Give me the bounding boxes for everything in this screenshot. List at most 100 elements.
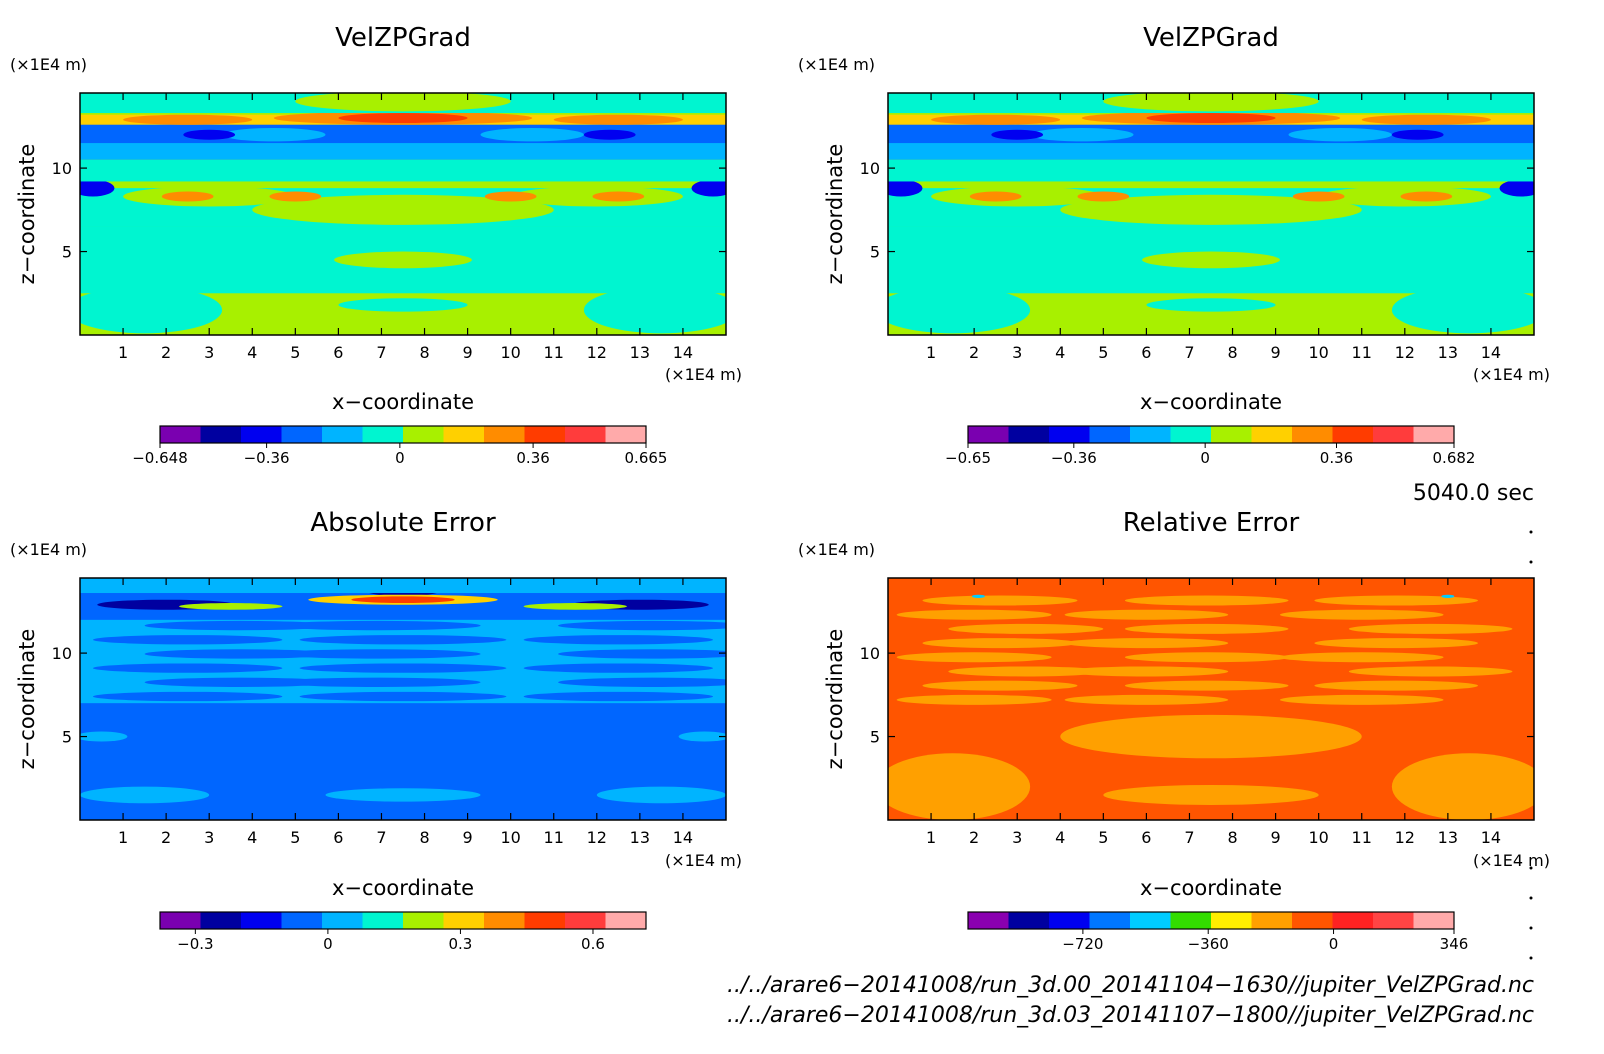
colorbar-tick-label: 0.6 bbox=[581, 935, 605, 953]
x-tick-label: 12 bbox=[587, 343, 607, 362]
contour-blob bbox=[295, 93, 511, 112]
contour-blob bbox=[80, 731, 128, 742]
contour-blob bbox=[222, 128, 326, 142]
x-tick-label: 11 bbox=[544, 828, 564, 847]
x-tick-label: 7 bbox=[1184, 343, 1194, 362]
contour-band bbox=[80, 578, 726, 594]
x-ticks: 1 2 3 4 5 6 7 8 9 10 11 12 13 14 bbox=[118, 93, 693, 362]
x-tick-label: 7 bbox=[376, 828, 386, 847]
x-tick-label: 3 bbox=[1012, 343, 1022, 362]
y-tick-label: 10 bbox=[860, 159, 880, 178]
y-tick-label: 5 bbox=[62, 243, 72, 262]
colorbar-segment bbox=[322, 912, 363, 929]
colorbar-segment bbox=[1130, 426, 1171, 443]
contour-blob bbox=[1279, 652, 1444, 663]
colorbar-segment bbox=[1049, 912, 1090, 929]
x-tick-label: 14 bbox=[673, 343, 693, 362]
colorbar-frame bbox=[159, 911, 647, 930]
colorbar-tick-label: 0.36 bbox=[516, 449, 549, 467]
panel-title: Absolute Error bbox=[310, 508, 496, 538]
colorbar-segment bbox=[160, 912, 201, 929]
colorbar-tick-label: −0.3 bbox=[177, 935, 213, 953]
contour-blob bbox=[558, 677, 726, 687]
x-tick-label: 6 bbox=[333, 828, 343, 847]
x-tick-label: 1 bbox=[926, 828, 936, 847]
contour-blob bbox=[1361, 114, 1491, 125]
colorbar-segment bbox=[1130, 912, 1171, 929]
colorbar-segment bbox=[200, 426, 242, 443]
colorbar-segment bbox=[1211, 912, 1252, 929]
y-axis-label: z−coordinate bbox=[823, 629, 847, 770]
contour-blob bbox=[1279, 694, 1444, 705]
contour-blob bbox=[1391, 129, 1444, 140]
contour-blob bbox=[523, 691, 714, 702]
contour-blob bbox=[299, 663, 507, 673]
contour-blob bbox=[969, 191, 1022, 202]
x-tick-label: 11 bbox=[544, 343, 564, 362]
colorbar: −0.648 −0.36 0 0.36 0.665 bbox=[132, 425, 667, 467]
colorbar-segment bbox=[1089, 426, 1131, 443]
x-tick-label: 9 bbox=[1271, 343, 1281, 362]
x-ticks: 1 2 3 4 5 6 7 8 9 10 11 12 13 14 bbox=[118, 578, 693, 847]
x-tick-label: 13 bbox=[1438, 343, 1458, 362]
contour-blob bbox=[1077, 191, 1130, 202]
x-ticks: 1 2 3 4 5 6 7 8 9 10 11 12 13 14 bbox=[926, 578, 1501, 847]
contour-blob bbox=[1124, 680, 1289, 691]
colorbar-segment bbox=[1413, 426, 1455, 443]
contour-blob bbox=[273, 677, 481, 687]
contour-blob bbox=[484, 191, 537, 202]
contour-blob bbox=[948, 623, 1104, 634]
colorbar-segment bbox=[1211, 426, 1252, 443]
plot-frame bbox=[79, 92, 727, 336]
contour-blob bbox=[1391, 753, 1534, 820]
contour-blob bbox=[144, 649, 335, 659]
colorbar-tick-label: −0.648 bbox=[132, 449, 188, 467]
panel-velzpgrad-1: VelZPGrad (×1E4 m) 1 2 3 4 5 6 7 8 9 10 11 12 13 14 5… bbox=[10, 23, 742, 467]
colorbar-segment bbox=[565, 912, 606, 929]
colorbar-segment bbox=[968, 912, 1009, 929]
colorbar-tick-label: −720 bbox=[1062, 935, 1103, 953]
contour-blob bbox=[1124, 623, 1289, 634]
y-ticks: 5 10 bbox=[860, 159, 1534, 262]
x-tick-label: 7 bbox=[376, 343, 386, 362]
time-label: 5040.0 sec bbox=[1413, 481, 1534, 506]
colorbar: −0.3 0 0.3 0.6 bbox=[159, 911, 647, 953]
x-tick-label: 4 bbox=[247, 828, 257, 847]
x-axis-label: x−coordinate bbox=[1140, 876, 1282, 900]
colorbar-segment bbox=[524, 426, 566, 443]
colorbar-segment bbox=[1170, 912, 1212, 929]
colorbar-frame bbox=[159, 425, 647, 444]
x-tick-label: 14 bbox=[1481, 828, 1501, 847]
x-tick-label: 12 bbox=[1395, 828, 1415, 847]
contour-blob bbox=[1060, 714, 1362, 759]
colorbar-segment bbox=[1008, 912, 1050, 929]
contour-blob bbox=[480, 128, 584, 142]
y-unit-label: (×1E4 m) bbox=[10, 540, 87, 559]
x-tick-label: 2 bbox=[969, 828, 979, 847]
contour-blob bbox=[971, 594, 985, 599]
contour-blob bbox=[179, 603, 283, 610]
contour-blob bbox=[1103, 784, 1319, 805]
contour-blob bbox=[80, 786, 210, 804]
panel-title: Relative Error bbox=[1123, 508, 1300, 538]
colorbar-tick-label: 346 bbox=[1440, 935, 1469, 953]
contour-blob bbox=[922, 595, 1078, 606]
contour-blob bbox=[299, 691, 507, 702]
contour-blob bbox=[896, 694, 1052, 705]
colorbar-segment bbox=[484, 912, 525, 929]
colorbar-segment bbox=[1089, 912, 1131, 929]
contour-blob bbox=[991, 129, 1044, 140]
contour-blob bbox=[334, 251, 472, 269]
contour-blob bbox=[888, 753, 1031, 820]
contour-blob bbox=[1348, 666, 1513, 677]
x-tick-label: 4 bbox=[1055, 828, 1065, 847]
x-tick-label: 8 bbox=[419, 828, 429, 847]
contour-blob bbox=[80, 286, 223, 334]
colorbar-segment bbox=[403, 912, 444, 929]
x-unit-label: (×1E4 m) bbox=[665, 851, 742, 870]
x-tick-label: 6 bbox=[1141, 343, 1151, 362]
panel-title: VelZPGrad bbox=[335, 23, 471, 53]
x-unit-label: (×1E4 m) bbox=[1473, 851, 1550, 870]
x-tick-label: 6 bbox=[1141, 828, 1151, 847]
colorbar-segment bbox=[443, 426, 485, 443]
